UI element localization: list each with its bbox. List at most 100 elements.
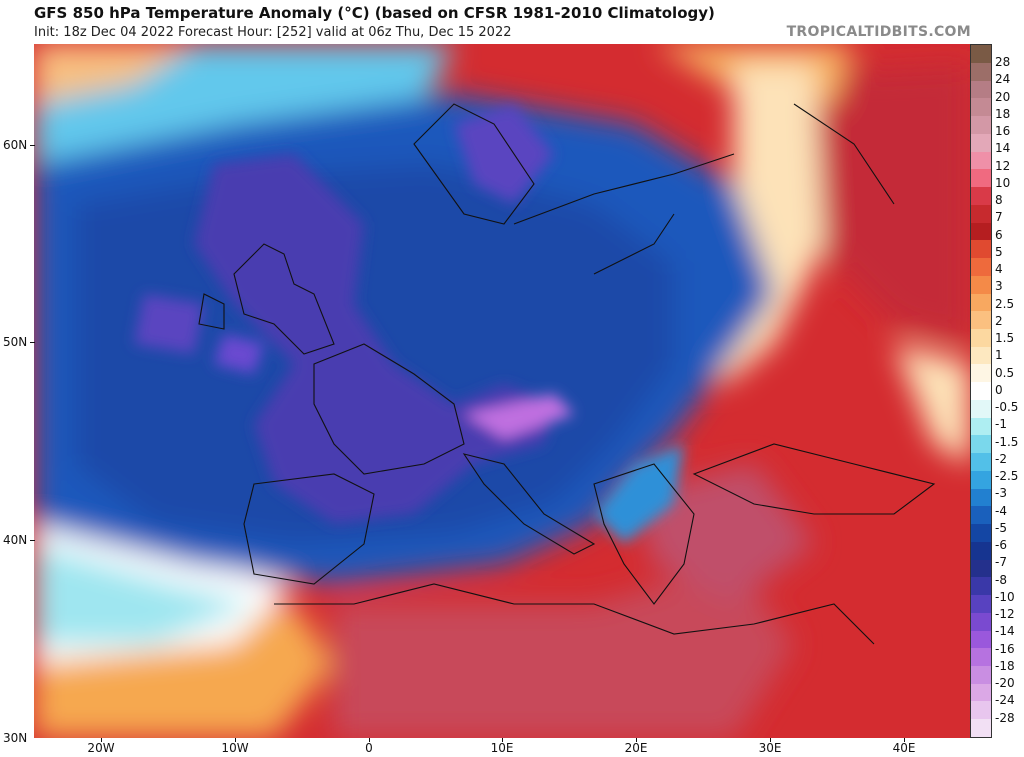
colorbar-label: -1 <box>995 417 1007 432</box>
colorbar-label: 14 <box>995 141 1011 156</box>
colorbar-label: 7 <box>995 210 1003 225</box>
colorbar-swatch <box>971 204 991 223</box>
colorbar-swatch <box>971 577 991 596</box>
colorbar-swatch <box>971 417 991 436</box>
map-title: GFS 850 hPa Temperature Anomaly (°C) (ba… <box>34 4 715 22</box>
lon-label-20e: 20E <box>624 741 648 755</box>
lon-tick <box>770 738 771 742</box>
colorbar-label: 24 <box>995 72 1011 87</box>
colorbar-label: 8 <box>995 193 1003 207</box>
lat-label-60n: 60N <box>3 138 28 152</box>
colorbar-label: 2 <box>995 313 1003 328</box>
colorbar-swatch <box>971 258 991 276</box>
colorbar-swatch <box>971 541 991 560</box>
lon-label-40e: 40E <box>892 741 916 755</box>
anomaly-field <box>34 44 970 738</box>
lon-tick <box>502 738 503 742</box>
colorbar-label: 0.5 <box>995 365 1015 380</box>
colorbar-swatch <box>971 665 991 684</box>
forecast-info: Init: 18z Dec 04 2022 Forecast Hour: [25… <box>34 25 512 40</box>
colorbar-label: 3 <box>995 279 1003 294</box>
lon-tick <box>235 738 236 742</box>
colorbar-label: -10 <box>995 589 1015 604</box>
colorbar-label: -14 <box>995 624 1015 639</box>
lat-label-30n: 30N <box>3 731 28 745</box>
colorbar-label: -7 <box>995 555 1007 570</box>
colorbar-label: 12 <box>995 158 1011 173</box>
colorbar-swatch <box>971 329 991 347</box>
colorbar-swatch <box>971 45 991 63</box>
colorbar-swatch <box>971 80 991 99</box>
colorbar-swatch <box>971 187 991 205</box>
colorbar-label: -2 <box>995 451 1007 466</box>
colorbar-swatch <box>971 453 991 471</box>
colorbar-label: -4 <box>995 503 1007 518</box>
lat-label-40n: 40N <box>3 533 28 547</box>
colorbar-label: 1.5 <box>995 331 1015 345</box>
colorbar-label: -20 <box>995 676 1015 690</box>
colorbar-swatch <box>971 151 991 170</box>
lat-label-50n: 50N <box>3 335 28 349</box>
brand-watermark: TROPICALTIDBITS.COM <box>786 24 971 40</box>
colorbar-swatch <box>971 559 991 578</box>
colorbar-label: -5 <box>995 520 1007 535</box>
colorbar-swatch <box>971 98 991 117</box>
colorbar-swatch <box>971 470 991 489</box>
colorbar-label: -24 <box>995 693 1015 708</box>
colorbar-swatch <box>971 311 991 330</box>
colorbar-label: -0.5 <box>995 400 1019 414</box>
colorbar-label: -6 <box>995 538 1007 552</box>
colorbar-swatch <box>971 630 991 649</box>
colorbar-label: -28 <box>995 710 1015 725</box>
colorbar-label: 20 <box>995 89 1011 104</box>
colorbar-swatch <box>971 399 991 418</box>
colorbar-swatch <box>971 382 991 400</box>
colorbar-label: 16 <box>995 124 1011 138</box>
colorbar-swatch <box>971 506 991 525</box>
colorbar-label: -1.5 <box>995 434 1019 449</box>
colorbar-swatch <box>971 524 991 542</box>
coastlines <box>198 103 936 645</box>
lon-label-0: 0 <box>365 741 373 755</box>
lon-label-10e: 10E <box>490 741 514 755</box>
lon-tick <box>101 738 102 742</box>
colorbar-label: -16 <box>995 641 1015 656</box>
colorbar-label: -2.5 <box>995 469 1019 483</box>
lat-tick <box>30 342 35 343</box>
colorbar-label: 18 <box>995 106 1011 121</box>
temperature-anomaly-map <box>34 44 970 738</box>
colorbar-swatch <box>971 364 991 383</box>
colorbar-label: -18 <box>995 658 1015 673</box>
colorbar-label: 6 <box>995 227 1003 242</box>
colorbar-label: -3 <box>995 486 1007 501</box>
lon-tick <box>636 738 637 742</box>
colorbar-label: 0 <box>995 382 1003 397</box>
colorbar-label: 1 <box>995 348 1003 363</box>
lon-label-10w: 10W <box>221 741 249 755</box>
lon-label-20w: 20W <box>87 741 115 755</box>
lon-tick <box>369 738 370 742</box>
colorbar-swatch <box>971 488 991 507</box>
colorbar-swatch <box>971 222 991 241</box>
colorbar-label: 4 <box>995 262 1003 276</box>
colorbar-label: -12 <box>995 607 1015 621</box>
colorbar-swatch <box>971 435 991 454</box>
colorbar-label: 28 <box>995 55 1011 69</box>
colorbar-swatch <box>971 719 991 737</box>
colorbar-label: -8 <box>995 572 1007 587</box>
colorbar-legend <box>970 44 992 738</box>
colorbar-label: 10 <box>995 175 1011 190</box>
lat-tick <box>30 145 35 146</box>
colorbar-swatch <box>971 648 991 666</box>
colorbar-swatch <box>971 169 991 188</box>
colorbar-swatch <box>971 701 991 720</box>
colorbar-swatch <box>971 63 991 81</box>
lon-tick <box>904 738 905 742</box>
colorbar-swatch <box>971 346 991 365</box>
colorbar-label: 2.5 <box>995 296 1015 311</box>
colorbar-swatch <box>971 275 991 294</box>
colorbar-swatch <box>971 683 991 702</box>
colorbar-swatch <box>971 612 991 631</box>
colorbar-swatch <box>971 133 991 152</box>
colorbar-label: 5 <box>995 244 1003 259</box>
